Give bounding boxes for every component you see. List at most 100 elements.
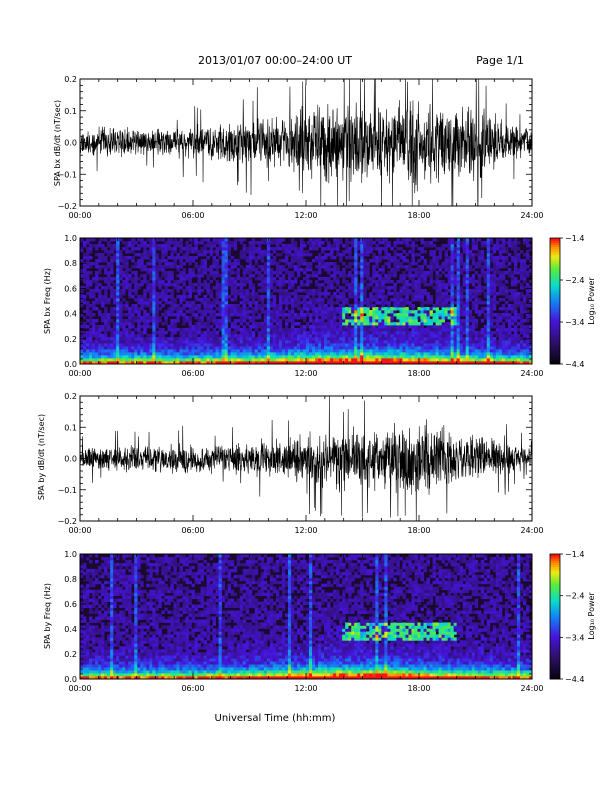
spectrogram-cell [402, 283, 406, 287]
spectrogram-cell [83, 241, 87, 245]
spectrogram-cell [330, 301, 334, 305]
spectrogram-cell [80, 247, 84, 251]
spectrogram-cell [233, 280, 238, 284]
spectrogram-cell [462, 319, 467, 323]
spectrogram-cell [92, 352, 96, 356]
spectrogram-cell [224, 247, 229, 251]
spectrogram-cell [414, 310, 418, 314]
spectrogram-cell [152, 346, 156, 350]
spectrogram-cell [453, 355, 458, 359]
spectrogram-cell [519, 322, 524, 326]
spectrogram-cell [221, 340, 226, 344]
spectrogram-cell [116, 262, 120, 266]
spectrogram-cell [480, 271, 485, 275]
spectrogram-cell [158, 307, 162, 311]
spectrogram-cell [197, 319, 201, 323]
spectrogram-cell [191, 271, 195, 275]
spectrogram-cell [296, 295, 301, 299]
spectrogram-cell [302, 262, 307, 266]
spectrogram-cell [122, 247, 126, 251]
spectrogram-cell [173, 319, 177, 323]
spectrogram-cell [432, 259, 436, 263]
spectrogram-cell [83, 355, 87, 359]
spectrogram-cell [432, 352, 436, 356]
spectrogram-cell [119, 307, 123, 311]
spectrogram-cell [390, 268, 394, 272]
spectrogram-cell [489, 343, 494, 347]
spectrogram-cell [140, 358, 144, 362]
spectrogram-cell [290, 349, 295, 353]
spectrogram-cell [230, 304, 235, 308]
spectrogram-cell [483, 259, 488, 263]
spectrogram-cell [363, 340, 367, 344]
spectrogram-cell [290, 283, 295, 287]
spectrogram-cell [293, 301, 298, 305]
spectrogram-cell [188, 277, 192, 281]
spectrogram-cell [411, 244, 415, 248]
spectrogram-cell [149, 253, 153, 257]
spectrogram-cell [444, 331, 449, 335]
spectrogram-cell [86, 334, 90, 338]
spectrogram-cell [203, 352, 207, 356]
spectrogram-cell [173, 247, 177, 251]
spectrogram-cell [92, 289, 96, 293]
spectrogram-cell [272, 328, 277, 332]
spectrogram-cell [218, 313, 223, 317]
spectrogram-cell [212, 310, 216, 314]
spectrogram-cell [176, 340, 180, 344]
spectrogram-cell [501, 241, 506, 245]
spectrogram-cell [197, 268, 201, 272]
spectrogram-cell [158, 244, 162, 248]
spectrogram-cell [269, 241, 274, 245]
spectrogram-cell [152, 259, 156, 263]
spectrogram-cell [284, 343, 289, 347]
spectrogram-cell [378, 289, 382, 293]
spectrogram-cell [333, 265, 337, 269]
spectrogram-cell [477, 250, 482, 254]
spectrogram-cell [351, 352, 355, 356]
spectrogram-cell [363, 268, 367, 272]
spectrogram-cell [182, 277, 186, 281]
spectrogram-cell [80, 334, 84, 338]
spectrogram-cell [348, 256, 352, 260]
spectrogram-cell [312, 343, 316, 347]
spectrogram-cell [354, 328, 358, 332]
spectrogram-cell [318, 277, 322, 281]
spectrogram-cell [218, 301, 223, 305]
spectrogram-cell [257, 277, 262, 281]
spectrogram-cell [369, 328, 373, 332]
spectrogram-cell [474, 322, 479, 326]
spectrogram-cell [302, 259, 307, 263]
spectrogram-cell [212, 328, 216, 332]
spectrogram-cell [251, 289, 256, 293]
spectrogram-cell [306, 250, 310, 254]
spectrogram-cell [396, 328, 400, 332]
spectrogram-cell [143, 316, 147, 320]
spectrogram-cell [125, 301, 129, 305]
spectrogram-cell [224, 268, 229, 272]
spectrogram-cell [197, 310, 201, 314]
spectrogram-cell [95, 280, 99, 284]
spectrogram-cell [435, 265, 439, 269]
spectrogram-cell [390, 271, 394, 275]
spectrogram-cell [333, 340, 337, 344]
spectrogram-cell [438, 316, 442, 320]
spectrogram-cell [245, 298, 250, 302]
spectrogram-cell [444, 274, 449, 278]
spectrogram-cell [459, 361, 464, 365]
spectrogram-cell [110, 244, 114, 248]
spectrogram-cell [375, 328, 379, 332]
spectrogram-cell [411, 343, 415, 347]
spectrogram-cell [101, 337, 105, 341]
spectrogram-cell [402, 298, 406, 302]
spectrogram-cell [245, 343, 250, 347]
spectrogram-cell [122, 358, 126, 362]
spectrogram-cell [462, 325, 467, 329]
spectrogram-cell [140, 298, 144, 302]
spectrogram-cell [155, 331, 159, 335]
spectrogram-cell [378, 268, 382, 272]
spectrogram-cell [459, 268, 464, 272]
spectrogram-cell [278, 253, 283, 257]
spectrogram-cell [245, 313, 250, 317]
spectrogram-cell [471, 319, 476, 323]
